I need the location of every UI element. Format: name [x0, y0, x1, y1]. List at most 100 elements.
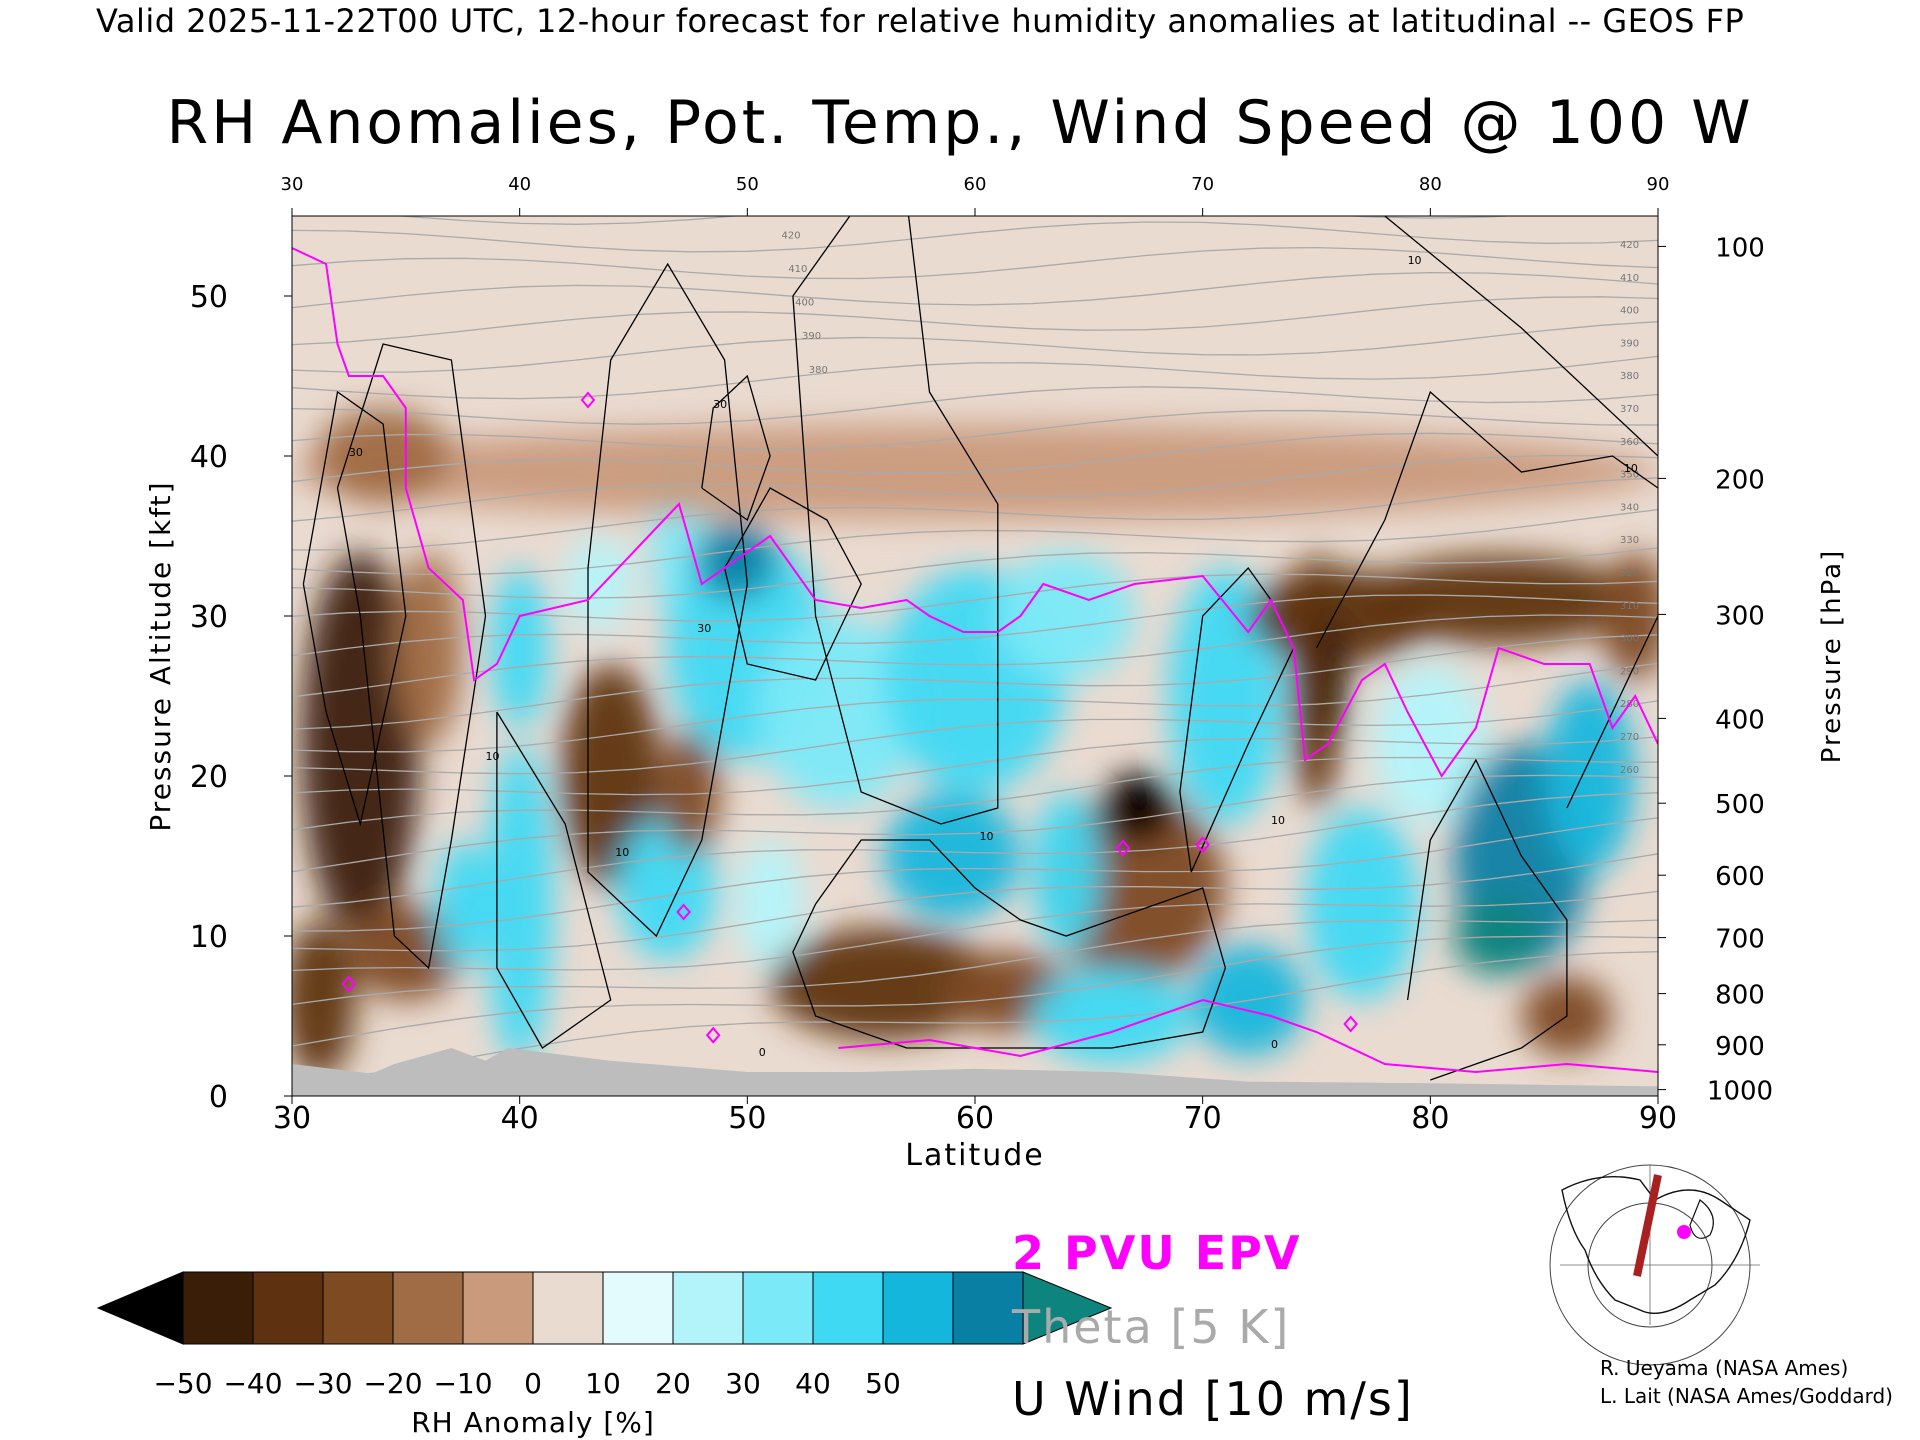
rh-anomaly-blob: [883, 792, 1021, 920]
colorbar-tick-label: −30: [293, 1367, 352, 1400]
epv-closed-contour: [580, 391, 596, 409]
y-right-axis-label: Pressure [hPa]: [1817, 549, 1847, 764]
theta-contour-line: [292, 935, 1658, 1047]
pressure-tick-label: 1000: [1707, 1077, 1773, 1107]
theta-contour-line: [292, 614, 1658, 698]
u-wind-contour-line: [792, 839, 1227, 1049]
theta-contour-line: [292, 792, 1658, 908]
x-top-tick-label: 40: [508, 174, 531, 195]
colorbar-swatch: [952, 1271, 1024, 1345]
rh-anomaly-blob: [435, 840, 491, 968]
u-wind-contour-line: [1406, 758, 1568, 1081]
theta-contour-label: 420: [781, 230, 800, 241]
theta-contour-line: [292, 246, 1658, 280]
credit-line-2: L. Lait (NASA Ames/Goddard): [1600, 1384, 1893, 1408]
x-tick-label: 60: [956, 1101, 994, 1136]
x-top-tick-label: 90: [1647, 174, 1670, 195]
epv-low-level-line: [838, 998, 1658, 1074]
rh-anomaly-blob: [1102, 772, 1176, 844]
rh-anomaly-blob: [301, 552, 420, 936]
rh-anomaly-blob: [770, 928, 998, 1040]
theta-contour-label: 260: [1620, 765, 1639, 776]
theta-contour-line: [292, 386, 1658, 425]
theta-contour-line: [292, 573, 1658, 622]
epv-closed-contour: [341, 975, 357, 993]
rh-anomaly-blob: [485, 744, 554, 1064]
colorbar-high-arrow: [1022, 1271, 1113, 1345]
epv-contour: [292, 247, 1658, 1074]
theta-contour-line: [292, 454, 1658, 522]
colorbar-tick-label: 10: [585, 1367, 621, 1400]
colorbar-swatch: [182, 1271, 254, 1345]
u-wind-contour-line: [701, 374, 771, 522]
colorbar-low-arrow: [96, 1271, 184, 1345]
u-wind-contour-label: 30: [349, 446, 363, 459]
theta-contour-label: 410: [788, 264, 807, 275]
rh-anomaly-blob: [997, 552, 1135, 680]
epv-closed-contour: [1115, 839, 1131, 857]
rh-anomaly-blob: [758, 616, 919, 808]
theta-contour-line: [292, 919, 1658, 1006]
y-tick-label: 20: [190, 760, 228, 795]
theta-contour-label: 320: [1620, 568, 1639, 579]
pressure-tick-label: 500: [1715, 790, 1765, 820]
pressure-tick-label: 800: [1715, 981, 1765, 1011]
pressure-tick-label: 700: [1715, 925, 1765, 955]
theta-contour-line: [292, 817, 1658, 932]
colorbar-tick-label: 0: [524, 1367, 542, 1400]
x-tick-label: 30: [273, 1101, 311, 1136]
rh-anomaly-blob: [348, 904, 463, 1000]
inset-island: [1689, 1199, 1714, 1239]
colorbar-swatch: [812, 1271, 884, 1345]
colorbar-tick-label: −10: [433, 1367, 492, 1400]
u-wind-contour-line: [1315, 390, 1658, 649]
u-wind-contour-label: 10: [1408, 254, 1422, 267]
y-tick-label: 40: [190, 440, 228, 475]
u-wind-contour-label: 10: [1271, 814, 1285, 827]
chart-title: RH Anomalies, Pot. Temp., Wind Speed @ 1…: [166, 88, 1754, 158]
theta-contour-label: 390: [802, 331, 821, 342]
x-tick-label: 90: [1639, 1101, 1677, 1136]
x-top-tick-label: 30: [281, 174, 304, 195]
theta-contour-label: 370: [1620, 404, 1639, 415]
theta-contour-line: [292, 547, 1658, 599]
x-top-tick-label: 70: [1191, 174, 1214, 195]
rh-anomaly-blob: [490, 568, 550, 728]
forecast-header: Valid 2025-11-22T00 UTC, 12-hour forecas…: [96, 2, 1745, 40]
theta-contour-label: 330: [1620, 535, 1639, 546]
theta-contour-label: 270: [1620, 732, 1639, 743]
theta-contour-line: [292, 355, 1658, 400]
theta-contour-label: 400: [1620, 306, 1639, 317]
pressure-tick-label: 100: [1715, 233, 1765, 263]
theta-contour-label: 350: [1620, 470, 1639, 481]
u-wind-contour-label: 10: [486, 750, 500, 763]
ground-mask: [292, 1048, 1658, 1096]
x-top-tick-label: 60: [964, 174, 987, 195]
colorbar-tick-label: 20: [655, 1367, 691, 1400]
pressure-tick-label: 300: [1715, 601, 1765, 631]
u-wind-contour-line: [723, 487, 862, 681]
colorbar-swatch: [462, 1271, 534, 1345]
theta-contour-line: [292, 410, 1658, 450]
theta-contour-line: [292, 634, 1658, 730]
u-wind-contour-line: [302, 390, 407, 827]
u-wind-contours: 10 10 30 10 10 10 30 30 10 0 0: [302, 216, 1658, 1081]
y-tick-label: 30: [190, 600, 228, 635]
u-wind-contour-line: [587, 262, 748, 938]
y-tick-label: 0: [209, 1080, 228, 1115]
y-axis-label: Pressure Altitude [kft]: [144, 480, 177, 831]
theta-contour-label: 380: [809, 365, 828, 376]
rh-anomaly-blob: [735, 840, 805, 968]
rh-anomaly-blob: [565, 536, 634, 632]
x-axis-label: Latitude: [905, 1138, 1044, 1173]
u-wind-contour-label: 10: [615, 846, 629, 859]
credit-line-1: R. Ueyama (NASA Ames): [1600, 1356, 1849, 1380]
pressure-tick-label: 400: [1715, 705, 1765, 735]
theta-contour-line: [292, 700, 1658, 775]
u-wind-contour-line: [1179, 566, 1295, 873]
colorbar-tick-label: −40: [223, 1367, 282, 1400]
u-wind-contour-line: [1379, 216, 1658, 457]
x-tick-label: 50: [728, 1101, 766, 1136]
theta-contour-line: [292, 662, 1658, 753]
